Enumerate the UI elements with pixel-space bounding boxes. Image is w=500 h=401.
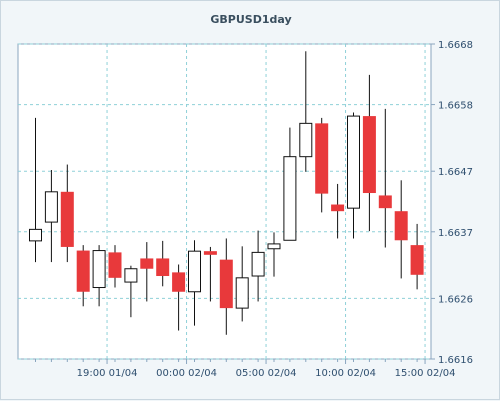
y-tick-label: 1.6647 bbox=[438, 167, 473, 178]
candle bbox=[347, 112, 360, 239]
candle-body-down bbox=[219, 259, 233, 309]
candle-body-down bbox=[378, 195, 392, 209]
candle-body-down bbox=[140, 258, 154, 269]
candle-body-down bbox=[410, 245, 424, 275]
candle-body-down bbox=[362, 116, 376, 194]
candle bbox=[394, 180, 408, 279]
y-tick-label: 1.6668 bbox=[438, 40, 473, 51]
candles-layer bbox=[29, 51, 424, 335]
candle-body-up bbox=[251, 251, 265, 277]
candle bbox=[378, 108, 392, 248]
y-tick-label: 1.6637 bbox=[438, 228, 473, 239]
candle-body-down bbox=[156, 258, 170, 277]
grid-lines bbox=[18, 43, 431, 360]
candle bbox=[331, 183, 345, 239]
candle-body-down bbox=[76, 250, 90, 292]
candle bbox=[267, 232, 281, 277]
candle-body-down bbox=[172, 272, 186, 292]
candle-body-up bbox=[347, 115, 360, 209]
x-tick-label: 05:00 02/04 bbox=[236, 368, 297, 379]
candle bbox=[76, 245, 90, 307]
candle-body-up bbox=[124, 268, 138, 283]
candle bbox=[362, 74, 376, 232]
candle bbox=[44, 170, 58, 263]
candle-body-down bbox=[203, 251, 217, 255]
candle-body-up bbox=[283, 156, 297, 241]
candle bbox=[188, 240, 201, 326]
candle-body-up bbox=[92, 250, 106, 289]
candle bbox=[315, 117, 329, 213]
candle-body-up bbox=[44, 191, 58, 223]
y-axis: 1.6616 1.6626 1.6637 1.6647 1.6658 1.6668 bbox=[431, 40, 473, 366]
candle bbox=[203, 246, 217, 302]
candle-body-down bbox=[394, 211, 408, 241]
y-tick-label: 1.6616 bbox=[438, 355, 473, 366]
candle bbox=[299, 51, 313, 172]
candle-body-up bbox=[235, 277, 249, 309]
candle bbox=[251, 230, 265, 302]
chart-title: GBPUSD1day bbox=[210, 13, 291, 26]
x-tick-label: 00:00 02/04 bbox=[156, 368, 217, 379]
candle bbox=[60, 164, 74, 263]
candle bbox=[235, 246, 249, 322]
y-tick-label: 1.6626 bbox=[438, 294, 473, 305]
candle bbox=[108, 245, 122, 288]
candle bbox=[29, 117, 42, 263]
candle-body-down bbox=[60, 191, 74, 247]
candle-body-down bbox=[331, 204, 345, 212]
candle bbox=[172, 264, 186, 331]
candle-body-up bbox=[267, 243, 281, 250]
candle bbox=[156, 240, 170, 287]
x-tick-label: 15:00 02/04 bbox=[395, 368, 456, 379]
candle-body-up bbox=[299, 122, 313, 158]
candle bbox=[283, 127, 297, 241]
x-tick-label: 10:00 02/04 bbox=[315, 368, 376, 379]
x-axis: 19:00 01/04 00:00 02/04 05:00 02/04 10:00 0… bbox=[35, 359, 456, 379]
candle bbox=[410, 223, 424, 290]
candle bbox=[92, 245, 106, 307]
candle bbox=[219, 238, 233, 335]
candle-body-up bbox=[188, 250, 201, 293]
candle bbox=[140, 242, 154, 302]
candle bbox=[124, 265, 138, 318]
x-tick-label: 19:00 01/04 bbox=[77, 368, 138, 379]
candle-body-up bbox=[29, 228, 42, 242]
candle-body-down bbox=[108, 252, 122, 278]
y-tick-label: 1.6658 bbox=[438, 101, 473, 112]
candle-body-down bbox=[315, 123, 329, 194]
